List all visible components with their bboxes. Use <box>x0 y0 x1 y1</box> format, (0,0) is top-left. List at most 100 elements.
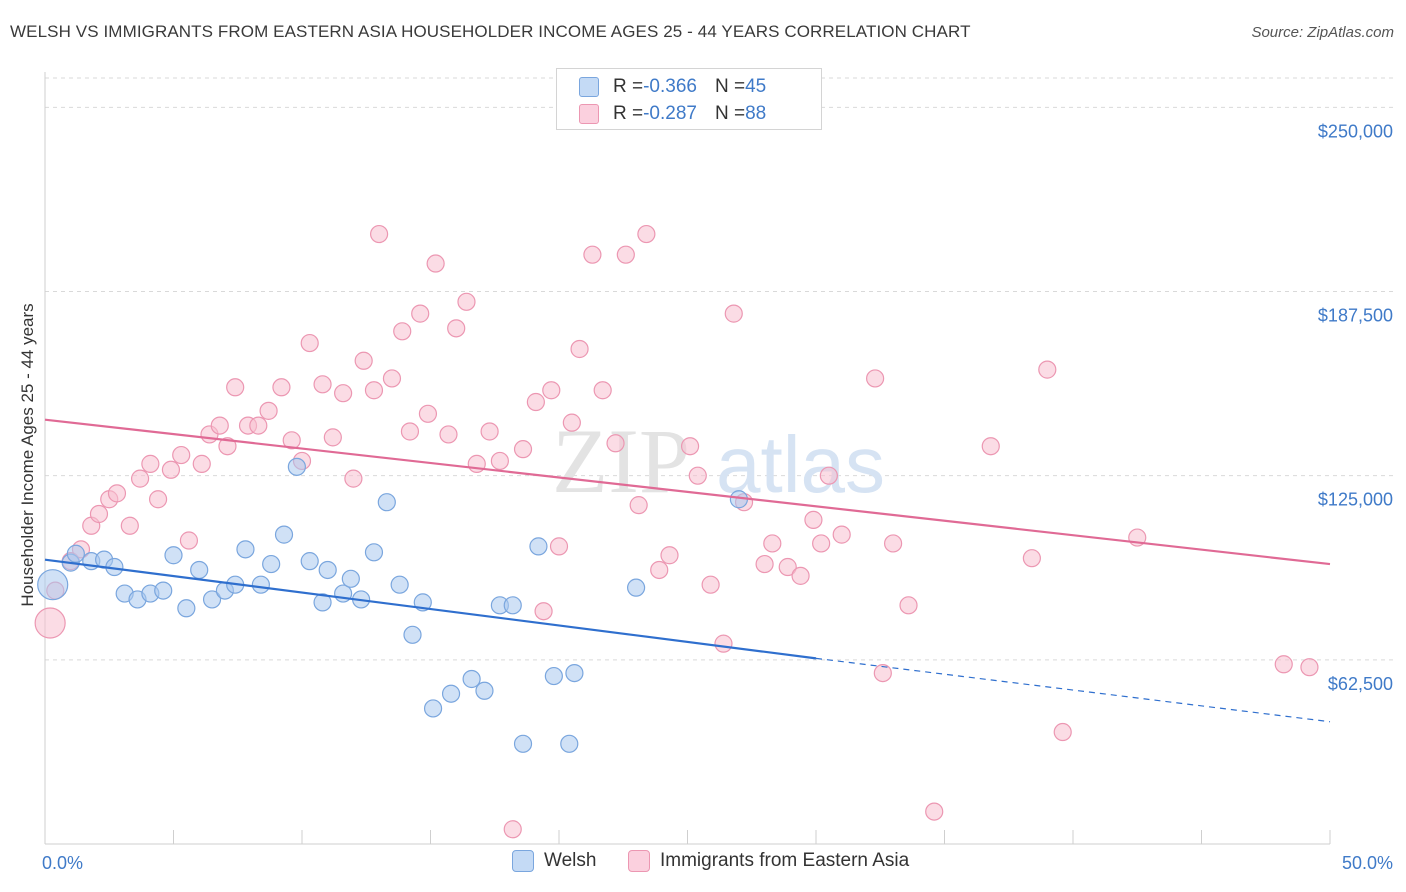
immigrants-point <box>34 607 66 639</box>
welsh-point <box>341 569 360 588</box>
immigrants-point <box>130 469 150 488</box>
welsh-point <box>164 546 183 565</box>
immigrants-point <box>526 392 545 412</box>
immigrants-point <box>218 437 237 456</box>
immigrants-point <box>300 333 319 353</box>
legend-item-immigrants[interactable]: Immigrants from Eastern Asia <box>628 850 909 872</box>
immigrants-point <box>778 557 797 577</box>
welsh-point <box>236 540 255 559</box>
immigrants-point <box>570 339 589 359</box>
y-axis-label: Householder Income Ages 25 - 44 years <box>18 303 37 606</box>
welsh-point <box>423 699 443 718</box>
immigrants-point <box>1300 658 1319 677</box>
immigrants-point <box>192 454 211 473</box>
source-label: Source: ZipAtlas.com <box>1251 24 1394 41</box>
welsh-point <box>462 669 481 689</box>
immigrants-point <box>899 596 918 615</box>
welsh-point <box>565 663 584 683</box>
welsh-point <box>202 590 222 609</box>
trendlines <box>44 418 1331 723</box>
welsh-point <box>475 681 494 700</box>
welsh-point <box>626 578 646 597</box>
y-tick-label: $250,000 <box>1318 121 1393 141</box>
welsh-point <box>190 560 209 580</box>
immigrants-point <box>562 413 581 432</box>
immigrants-point <box>724 304 743 323</box>
immigrants-point <box>447 319 466 338</box>
immigrants-point <box>616 245 635 264</box>
immigrants-trendline <box>44 418 1331 566</box>
immigrants-n-label: N = <box>714 103 746 124</box>
immigrants-point <box>313 375 332 394</box>
immigrants-n-value: 88 <box>745 103 767 124</box>
immigrants-point <box>354 351 373 370</box>
welsh-swatch <box>579 77 599 97</box>
welsh-n-value: 45 <box>745 76 767 97</box>
welsh-point <box>403 625 422 644</box>
welsh-point <box>364 543 384 562</box>
immigrants-point <box>226 378 245 397</box>
welsh-points <box>37 457 749 753</box>
watermark: ZIP atlas <box>552 410 885 512</box>
welsh-legend-swatch <box>512 850 534 872</box>
stats-legend: R = -0.366 N = 45 R = -0.287 N = 88 <box>556 68 822 130</box>
immigrants-point <box>660 546 679 565</box>
immigrants-point <box>210 416 229 435</box>
immigrants-point <box>457 292 476 311</box>
immigrants-point <box>120 516 139 535</box>
welsh-point <box>313 593 332 612</box>
welsh-r-value: -0.366 <box>643 76 697 97</box>
immigrants-point <box>344 469 363 488</box>
welsh-n-label: N = <box>714 76 746 97</box>
immigrants-points <box>34 224 1319 839</box>
immigrants-point <box>161 460 181 479</box>
immigrants-point <box>1053 722 1072 742</box>
welsh-point <box>441 684 461 703</box>
immigrants-point <box>503 820 522 839</box>
immigrants-point <box>549 537 569 556</box>
immigrants-point <box>1038 360 1057 379</box>
welsh-point <box>544 666 563 686</box>
legend-row-welsh: R = -0.366 N = 45 <box>579 75 766 99</box>
immigrants-point <box>714 634 733 653</box>
immigrants-point <box>148 490 168 509</box>
immigrants-point <box>755 554 774 574</box>
y-tick-label: $125,000 <box>1318 490 1393 510</box>
immigrants-point <box>1022 549 1041 568</box>
immigrants-point <box>791 566 810 585</box>
immigrants-legend-label: Immigrants from Eastern Asia <box>660 850 910 871</box>
immigrants-point <box>490 451 509 471</box>
welsh-trendline-extension <box>815 657 1331 723</box>
axis-layer <box>44 72 1331 845</box>
immigrants-point <box>334 384 353 403</box>
immigrants-point <box>141 454 160 473</box>
welsh-legend-label: Welsh <box>544 850 597 871</box>
immigrants-point <box>606 434 625 453</box>
legend-item-welsh[interactable]: Welsh <box>512 850 596 872</box>
immigrants-point <box>981 437 1000 456</box>
immigrants-r-value: -0.287 <box>643 103 697 124</box>
welsh-point <box>529 537 548 556</box>
immigrants-point <box>89 504 109 524</box>
immigrants-point <box>688 466 707 485</box>
welsh-point <box>390 575 409 594</box>
immigrants-point <box>382 369 402 388</box>
immigrants-point <box>542 381 561 400</box>
immigrants-point <box>819 466 838 485</box>
immigrants-point <box>323 428 342 447</box>
immigrants-point <box>411 304 430 323</box>
immigrants-point <box>1274 655 1293 674</box>
immigrants-point <box>812 534 831 553</box>
welsh-point <box>154 581 173 600</box>
series-legend: Welsh Immigrants from Eastern Asia <box>0 850 1406 878</box>
welsh-point <box>251 575 270 594</box>
welsh-point <box>274 525 294 544</box>
immigrants-point <box>272 378 291 397</box>
welsh-point <box>66 544 85 563</box>
immigrants-point <box>593 381 612 400</box>
immigrants-point <box>637 224 656 244</box>
welsh-point <box>318 560 337 580</box>
immigrants-point <box>534 602 553 621</box>
welsh-point <box>37 569 69 601</box>
